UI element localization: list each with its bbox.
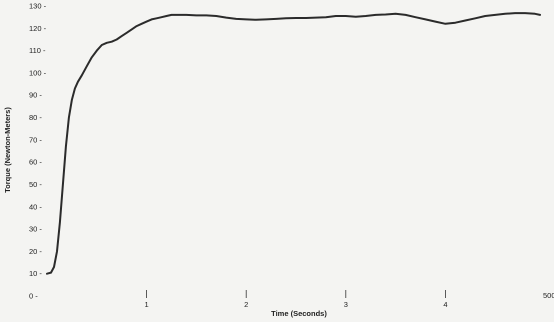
- x-tick-label: 1: [145, 300, 149, 309]
- y-tick-label: 130 -: [29, 2, 47, 11]
- torque-series-line: [46, 12, 541, 275]
- y-axis-ticks: 130 - 120 - 110 - 100 - 90 - 80 - 70 - 60 - 50 -…: [29, 2, 47, 301]
- series-layer: [46, 12, 541, 275]
- x-axis-title: Time (Seconds): [271, 309, 327, 318]
- y-axis-title: Torque (Newton-Meters): [3, 107, 12, 193]
- y-tick-label: 0 -: [29, 292, 38, 301]
- x-tick-label: 3: [344, 300, 348, 309]
- x-tick-label: 2: [244, 300, 248, 309]
- y-tick-label: 50 -: [29, 180, 42, 189]
- y-tick-label: 110 -: [29, 46, 46, 55]
- y-tick-label: 70 -: [29, 135, 42, 144]
- y-tick-label: 90 -: [29, 91, 42, 100]
- y-tick-label: 20 -: [29, 247, 42, 256]
- x-tick-label: 500: [543, 291, 554, 300]
- x-tick-label: 4: [443, 300, 447, 309]
- y-tick-label: 10 -: [29, 269, 42, 278]
- y-tick-label: 40 -: [29, 202, 42, 211]
- x-axis-ticks: 1 2 3 4 500: [145, 290, 554, 309]
- y-tick-label: 120 -: [29, 24, 47, 33]
- y-tick-label: 80 -: [29, 113, 42, 122]
- y-tick-label: 60 -: [29, 158, 42, 167]
- y-tick-label: 30 -: [29, 225, 42, 234]
- y-tick-label: 100 -: [29, 68, 47, 77]
